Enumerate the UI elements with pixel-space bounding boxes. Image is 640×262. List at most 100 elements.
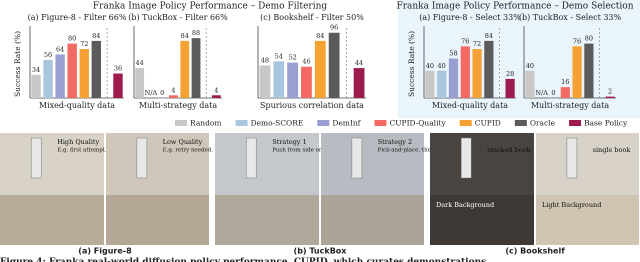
value-label: 52 — [288, 54, 296, 62]
photo-label: Pick-and-place, then slide — [378, 148, 450, 154]
value-label: 76 — [573, 37, 581, 45]
bar — [505, 78, 515, 98]
value-label: N/A — [145, 89, 158, 97]
bar — [191, 38, 201, 98]
chart-title: (a) Figure-8 - Filter 66% — [28, 13, 127, 22]
bar — [273, 61, 285, 98]
photo-floor — [0, 195, 104, 245]
value-label: 88 — [192, 29, 200, 37]
value-label: 4 — [171, 86, 175, 94]
chart-title: (c) Bookshelf - Filter 50% — [260, 13, 364, 22]
bar — [525, 70, 535, 98]
value-label: 72 — [473, 40, 481, 48]
figure-caption: Figure 4: Franka real-world diffusion po… — [0, 258, 486, 262]
y-axis-label: Success Rate (%) — [407, 31, 416, 97]
robot-arm — [245, 137, 257, 179]
x-axis-label: Mixed-quality data — [39, 101, 115, 110]
photo-floor — [321, 195, 424, 245]
robot-arm — [351, 137, 363, 179]
photo-label: single book — [593, 146, 631, 154]
value-label: 40 — [526, 62, 534, 70]
photo-caption: (a) Figure-8 — [78, 247, 132, 256]
bar — [605, 96, 615, 98]
value-label: 44 — [136, 59, 144, 67]
value-label: 28 — [506, 70, 514, 78]
value-label: 76 — [461, 37, 469, 45]
robot-arm — [566, 137, 578, 179]
value-label: 44 — [355, 59, 363, 67]
value-label: 48 — [261, 56, 269, 64]
bar — [169, 95, 178, 98]
value-label: N/A — [535, 89, 548, 97]
value-label: 2 — [608, 88, 612, 96]
legend-label: Base Policy — [584, 119, 628, 128]
photo-floor — [106, 195, 209, 245]
value-label: 4 — [214, 86, 218, 94]
legend-swatch — [374, 120, 387, 126]
photo-caption: (b) TuckBox — [294, 247, 348, 256]
value-label: 0 — [551, 89, 555, 97]
robot-arm — [460, 137, 472, 179]
bar — [448, 58, 459, 98]
legend-label: Oracle — [530, 119, 556, 128]
legend-swatch — [459, 120, 472, 126]
bar — [31, 74, 41, 98]
bar — [353, 68, 365, 98]
bar — [79, 49, 89, 98]
robot-arm — [136, 137, 148, 179]
value-label: 84 — [181, 32, 189, 40]
bar — [55, 54, 65, 98]
bar — [301, 66, 312, 98]
legend-label: CUPID-Quality — [389, 119, 446, 128]
photo-label: Push from side only. — [272, 148, 328, 154]
photo-label: Strategy 2 — [378, 138, 413, 146]
bar — [472, 49, 482, 98]
bar — [67, 43, 77, 98]
chart-title: (a) Figure-8 - Select 33% — [419, 13, 521, 22]
bar — [113, 73, 123, 98]
x-axis-label: Multi-strategy data — [531, 101, 610, 110]
legend-swatch — [514, 120, 527, 126]
bar — [437, 70, 447, 98]
bar — [425, 70, 435, 98]
x-axis-label: Spurious correlation data — [260, 101, 364, 110]
bar — [572, 46, 582, 98]
bar — [548, 98, 559, 99]
value-label: 58 — [449, 50, 457, 58]
bar — [484, 40, 494, 98]
value-label: 36 — [114, 65, 122, 73]
legend-swatch — [235, 120, 248, 126]
x-axis-label: Mixed-quality data — [432, 101, 508, 110]
legend-label: CUPID — [475, 119, 501, 128]
bar — [180, 40, 190, 98]
value-label: 16 — [561, 78, 569, 86]
value-label: 54 — [275, 52, 283, 60]
photo-label: E.g. first attempt. — [57, 148, 107, 154]
legend-swatch — [569, 120, 582, 126]
value-label: 84 — [316, 32, 324, 40]
photo-caption: (c) Bookshelf — [505, 247, 565, 256]
value-label: 40 — [426, 62, 434, 70]
photo-floor — [536, 195, 639, 245]
value-label: 40 — [438, 62, 446, 70]
section-title: Franka Image Policy Performance – Demo S… — [396, 2, 633, 12]
photo-label: E.g. retry needed. — [163, 148, 214, 154]
bar — [157, 98, 167, 99]
bar — [43, 59, 53, 98]
value-label: 0 — [160, 89, 164, 97]
value-label: 80 — [585, 35, 593, 43]
x-axis-label: Multi-strategy data — [139, 101, 218, 110]
bar — [328, 32, 340, 98]
bar — [135, 68, 145, 98]
bar — [460, 46, 470, 98]
bar — [314, 40, 326, 98]
chart-title: (b) TuckBox - Filter 66% — [128, 13, 228, 22]
legend-swatch — [175, 120, 187, 126]
value-label: 84 — [92, 32, 100, 40]
bar — [560, 87, 570, 98]
robot-arm — [30, 137, 42, 179]
chart-title: (b) TuckBox - Select 33% — [519, 13, 622, 22]
legend-swatch — [317, 120, 330, 126]
value-label: 56 — [44, 51, 52, 59]
